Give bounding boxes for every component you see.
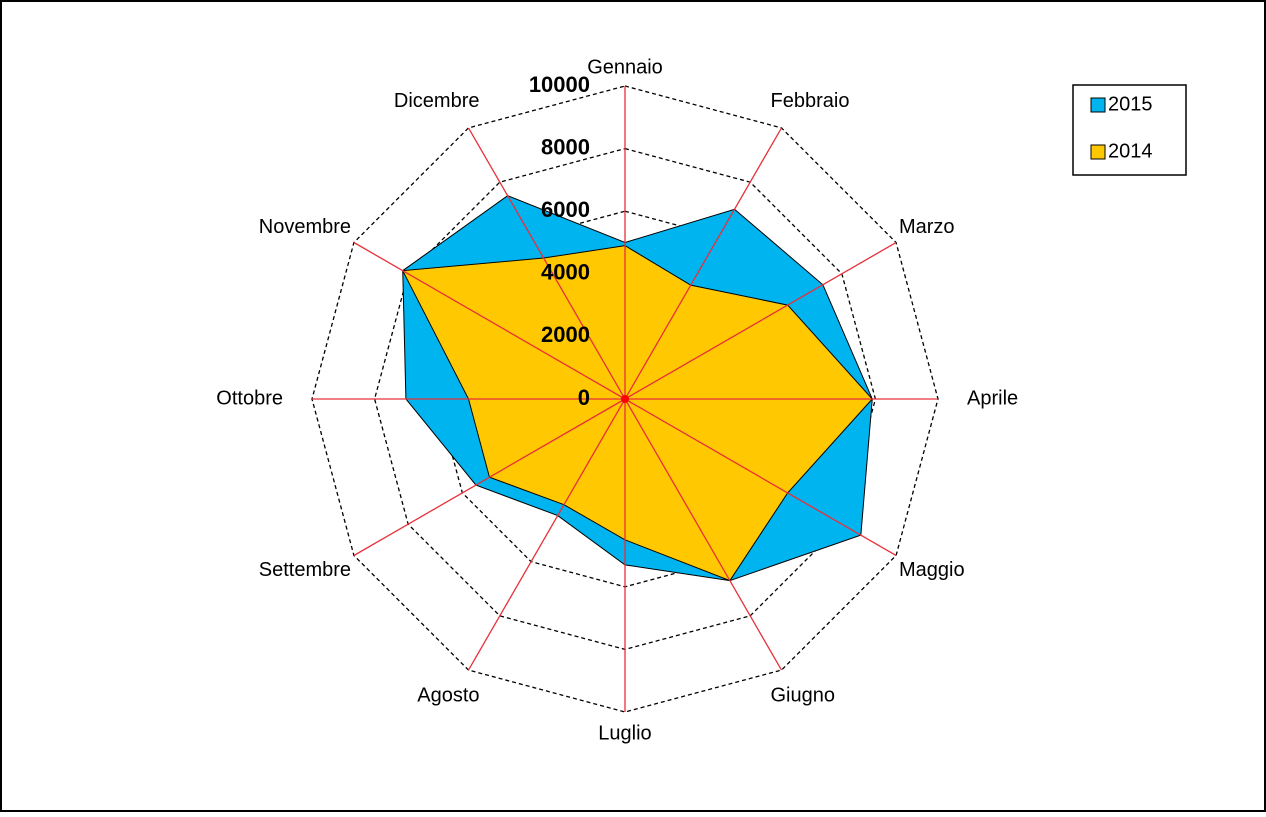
spoke (624, 127, 783, 400)
category-label: Giugno (771, 684, 836, 706)
category-label: Ottobre (216, 387, 283, 409)
legend-swatch (1090, 97, 1106, 113)
category-label: Luglio (598, 722, 651, 744)
y-tick-label: 0 (578, 385, 590, 410)
category-label: Dicembre (394, 90, 480, 112)
y-tick-label: 10000 (529, 72, 590, 97)
category-label: Febbraio (771, 90, 850, 112)
category-label: Settembre (259, 559, 351, 581)
category-label: Maggio (899, 559, 965, 581)
spoke (353, 398, 626, 557)
category-label: Marzo (899, 216, 955, 238)
spoke (467, 398, 626, 671)
category-label: Gennaio (587, 56, 663, 78)
category-label: Agosto (417, 684, 479, 706)
y-tick-label: 8000 (541, 134, 590, 159)
spoke (353, 241, 626, 400)
category-label: Novembre (259, 216, 351, 238)
spoke (624, 241, 897, 400)
legend: 2015 2014 (1072, 84, 1187, 176)
spoke (624, 398, 783, 671)
center-dot (621, 395, 629, 403)
category-label: Aprile (967, 387, 1018, 409)
y-tick-label: 6000 (541, 197, 590, 222)
spoke (467, 127, 626, 400)
spoke (624, 398, 897, 557)
legend-label: 2015 (1108, 93, 1153, 115)
legend-label: 2014 (1108, 140, 1153, 162)
legend-swatch (1090, 144, 1106, 160)
y-tick-label: 4000 (541, 260, 590, 285)
y-tick-label: 2000 (541, 322, 590, 347)
